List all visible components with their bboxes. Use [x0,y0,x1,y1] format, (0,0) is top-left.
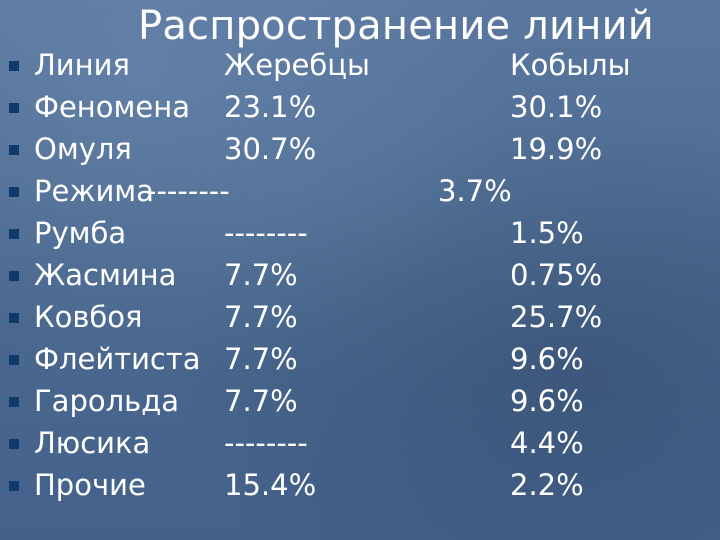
mares-value: 4.4% [510,426,584,460]
header-mares: Кобылы [510,48,631,82]
bullet-icon [9,397,19,407]
stallions-value: -------- [224,426,308,460]
table-header-row: Линия Жеребцы Кобылы [0,44,720,86]
line-name: Феномена [34,90,190,124]
table-row: Феномена 23.1% 30.1% [0,86,720,128]
mares-value: 30.1% [510,90,603,124]
bullet-icon [9,271,19,281]
bullet-icon [9,481,19,491]
stallions-value: -------- [146,174,230,208]
line-name: Ковбоя [34,300,143,334]
stallions-value: 7.7% [224,384,298,418]
line-name: Жасмина [34,258,177,292]
header-stallions: Жеребцы [224,48,370,82]
mares-value: 1.5% [510,216,584,250]
stallions-value: -------- [224,216,308,250]
bullet-icon [9,313,19,323]
lines-table: Линия Жеребцы Кобылы Феномена 23.1% 30.1… [0,44,720,506]
bullet-icon [9,61,19,71]
bullet-icon [9,145,19,155]
mares-value: 25.7% [510,300,603,334]
bullet-icon [9,355,19,365]
line-name: Люсика [34,426,151,460]
bullet-icon [9,103,19,113]
table-row: Омуля 30.7% 19.9% [0,128,720,170]
line-name: Флейтиста [34,342,201,376]
slide-title: Распространение линий [138,3,654,49]
line-name: Режима [34,174,154,208]
mares-value: 19.9% [510,132,603,166]
line-name: Омуля [34,132,132,166]
table-row: Ковбоя 7.7% 25.7% [0,296,720,338]
table-row: Гарольда 7.7% 9.6% [0,380,720,422]
table-row: Режима -------- 3.7% [0,170,720,212]
header-line: Линия [34,48,130,82]
bullet-icon [9,439,19,449]
stallions-value: 7.7% [224,342,298,376]
stallions-value: 30.7% [224,132,317,166]
table-row: Прочие 15.4% 2.2% [0,464,720,506]
mares-value: 2.2% [510,468,584,502]
mares-value: 3.7% [438,174,512,208]
table-row: Жасмина 7.7% 0.75% [0,254,720,296]
stallions-value: 7.7% [224,300,298,334]
table-row: Люсика -------- 4.4% [0,422,720,464]
line-name: Румба [34,216,127,250]
table-row: Румба -------- 1.5% [0,212,720,254]
mares-value: 9.6% [510,342,584,376]
stallions-value: 23.1% [224,90,317,124]
stallions-value: 15.4% [224,468,317,502]
mares-value: 0.75% [510,258,603,292]
table-row: Флейтиста 7.7% 9.6% [0,338,720,380]
bullet-icon [9,229,19,239]
mares-value: 9.6% [510,384,584,418]
line-name: Прочие [34,468,146,502]
line-name: Гарольда [34,384,180,418]
bullet-icon [9,187,19,197]
stallions-value: 7.7% [224,258,298,292]
